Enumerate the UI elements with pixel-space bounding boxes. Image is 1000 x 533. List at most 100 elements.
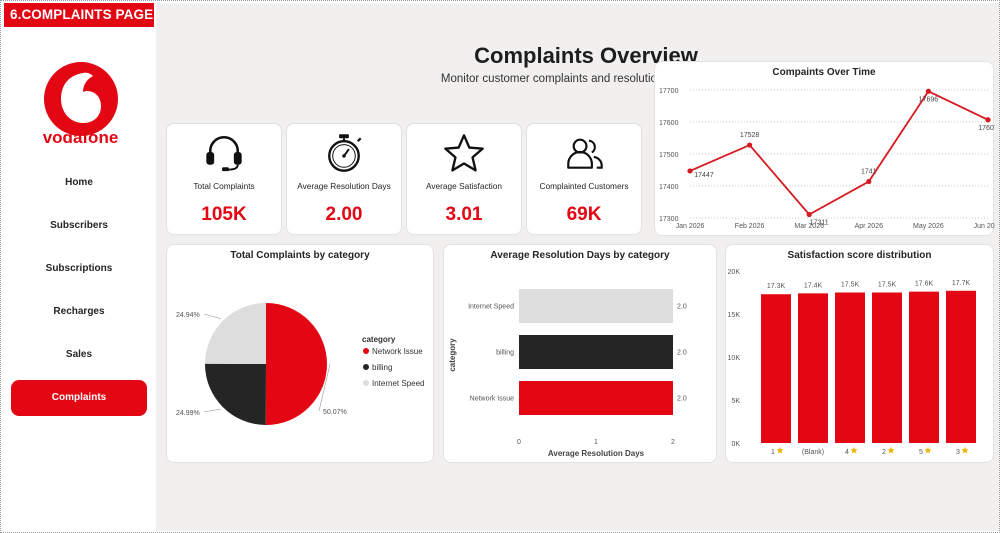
kpi-label: Total Complaints <box>193 181 255 191</box>
kpi-label: Average Satisfaction <box>426 181 502 191</box>
kpi-label: Complainted Customers <box>539 181 629 191</box>
headset-icon <box>206 135 242 172</box>
hbar <box>519 289 673 323</box>
data-label: 17.7K <box>952 280 971 287</box>
y-tick-label: billing <box>496 350 514 357</box>
kpi-card-complainted-customers: Complainted Customers 69K <box>526 123 642 235</box>
vodafone-logo-icon <box>44 62 118 136</box>
legend-swatch <box>363 348 369 354</box>
data-label: 1741 <box>861 169 877 176</box>
x-tick-label: 5 <box>919 449 923 456</box>
x-tick-label: Jun 2026 <box>974 223 995 230</box>
hbar-chart: Internet Speed 2.0 billing 2.0 Network Issue… <box>448 289 687 458</box>
x-tick-label: 3 <box>956 449 960 456</box>
stopwatch-icon <box>328 134 362 172</box>
star-icon <box>924 446 932 454</box>
sidebar-item-sales[interactable]: Sales <box>65 349 93 360</box>
sidebar-item-home[interactable]: Home <box>65 177 93 188</box>
column-chart-card: Satisfaction score distribution 0K 5K 10K 1… <box>725 244 994 463</box>
column-bar <box>798 293 828 443</box>
y-axis-label: category <box>448 338 457 372</box>
star-icon <box>887 446 895 454</box>
legend-swatch <box>363 364 369 370</box>
line-point <box>747 142 753 148</box>
pie-slice <box>265 303 328 425</box>
data-label: 17447 <box>694 172 714 179</box>
x-tick-label: (Blank) <box>802 449 824 456</box>
line-point <box>806 211 812 218</box>
sidebar-item-subscriptions[interactable]: Subscriptions <box>45 263 113 274</box>
kpi-value: 69K <box>566 204 602 225</box>
sidebar: vodafone <box>3 3 154 531</box>
kpi-value: 105K <box>201 204 247 225</box>
x-tick-label: 4 <box>845 449 849 456</box>
slice-label: 24.94% <box>176 312 200 319</box>
legend-entry: billing <box>372 363 392 372</box>
pie-slice <box>205 303 266 364</box>
kpi-label: Average Resolution Days <box>297 181 391 191</box>
slice-label: 24.99% <box>176 410 200 417</box>
x-tick-label: May 2026 <box>913 223 944 230</box>
data-label: 2.0 <box>677 350 687 357</box>
y-tick-label: 10K <box>728 355 741 362</box>
data-label: 2.0 <box>677 396 687 403</box>
y-tick-label: Internet Speed <box>468 304 514 311</box>
y-tick-label: 5K <box>731 398 740 405</box>
chart-title: Compaints Over Time <box>772 67 876 78</box>
star-icon <box>444 134 484 172</box>
line-chart: 17300 17400 17500 17600 17700 Jan 2026 Feb 202… <box>659 88 995 230</box>
y-tick-label: 17300 <box>659 216 679 223</box>
data-label: 17.3K <box>767 283 786 290</box>
y-tick-label: 17500 <box>659 152 679 159</box>
chart-title: Average Resolution Days by category <box>490 250 670 261</box>
brand-name: vodafone <box>42 128 119 147</box>
pie-chart-card: Total Complaints by category 50.07% 24.99… <box>166 244 434 463</box>
users-icon <box>567 138 603 169</box>
pie-slice <box>205 363 266 425</box>
y-tick-label: Network Issue <box>470 396 514 403</box>
x-tick-label: 1 <box>594 439 598 446</box>
legend-entry: Network Issue <box>372 347 423 356</box>
sidebar-item-subscribers[interactable]: Subscribers <box>50 220 108 231</box>
star-icon <box>776 446 784 454</box>
legend-title: category <box>362 335 396 344</box>
leader-line <box>318 364 331 412</box>
pie-chart: 50.07% 24.99% 24.94% category Network Issue b… <box>176 303 424 425</box>
data-label: 17607 <box>978 125 995 132</box>
y-tick-label: 17600 <box>659 120 679 127</box>
x-tick-label: 2 <box>882 449 886 456</box>
data-label: 17.6K <box>915 281 934 288</box>
y-tick-label: 20K <box>728 269 741 276</box>
line-point <box>985 117 991 123</box>
y-tick-label: 17400 <box>659 184 679 191</box>
x-tick-label: 2 <box>671 439 675 446</box>
data-label: 17311 <box>810 219 829 226</box>
kpi-value: 2.00 <box>325 204 363 225</box>
x-tick-label: Feb 2026 <box>735 223 765 230</box>
x-tick-label: 1 <box>771 449 775 456</box>
data-label: 17.4K <box>804 282 823 289</box>
legend-entry: Internet Speed <box>372 379 424 388</box>
kpi-card-total-complaints: Total Complaints 105K <box>166 123 282 235</box>
kpi-card-average-satisfaction: Average Satisfaction 3.01 <box>406 123 522 235</box>
page-tag: 6.COMPLAINTS PAGE <box>4 3 154 27</box>
hbar <box>519 381 673 415</box>
column-bar <box>909 291 939 443</box>
chart-title: Satisfaction score distribution <box>787 250 932 261</box>
data-label: 17.5K <box>841 282 860 289</box>
leader-line <box>203 313 221 319</box>
x-axis-label: Average Resolution Days <box>548 449 645 458</box>
x-tick-label: 0 <box>517 439 521 446</box>
hbar <box>519 335 673 369</box>
kpi-card-average-resolution-days: Average Resolution Days 2.00 <box>286 123 402 235</box>
x-tick-label: Jan 2026 <box>676 223 705 230</box>
column-bar <box>872 292 902 443</box>
sidebar-item-recharges[interactable]: Recharges <box>53 306 105 317</box>
chart-title: Total Complaints by category <box>230 250 370 261</box>
data-label: 17696 <box>919 96 939 103</box>
line-chart-card: Compaints Over Time 17300 17400 17500 17600… <box>654 61 995 236</box>
data-label: 17.5K <box>878 282 897 289</box>
line-point <box>687 168 693 174</box>
sidebar-item-complaints[interactable]: Complaints <box>11 380 147 416</box>
